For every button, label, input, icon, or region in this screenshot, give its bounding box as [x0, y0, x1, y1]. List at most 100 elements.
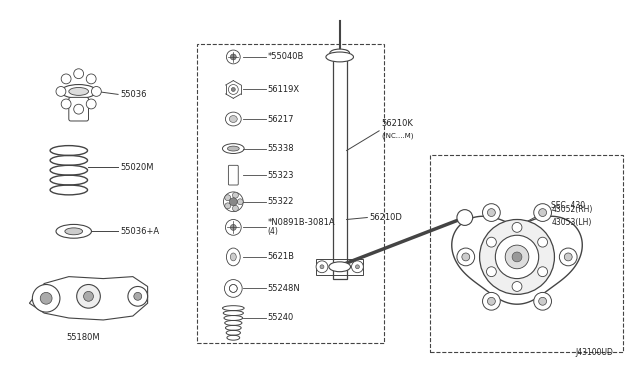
Text: 56210K: 56210K: [381, 119, 413, 128]
Text: 55240: 55240: [268, 314, 294, 323]
Text: 43053(LH): 43053(LH): [552, 218, 592, 227]
Circle shape: [237, 199, 243, 205]
Circle shape: [231, 87, 236, 92]
Text: 55036+A: 55036+A: [120, 227, 159, 236]
Circle shape: [86, 74, 96, 84]
Circle shape: [512, 222, 522, 232]
Circle shape: [74, 104, 84, 114]
Circle shape: [40, 292, 52, 304]
Bar: [316, 259, 364, 275]
Circle shape: [61, 74, 71, 84]
Text: J43100UD: J43100UD: [575, 349, 614, 357]
Ellipse shape: [229, 116, 237, 122]
Circle shape: [33, 285, 60, 312]
Circle shape: [539, 209, 547, 217]
Text: 55322: 55322: [268, 197, 294, 206]
Circle shape: [538, 237, 548, 247]
Circle shape: [534, 292, 552, 310]
Text: 43052(RH): 43052(RH): [552, 205, 593, 214]
Text: SEC. 430: SEC. 430: [552, 201, 586, 210]
Circle shape: [486, 267, 497, 277]
Ellipse shape: [65, 228, 83, 235]
Circle shape: [488, 209, 495, 217]
Text: 56119X: 56119X: [268, 85, 300, 94]
Circle shape: [539, 297, 547, 305]
Ellipse shape: [227, 248, 240, 266]
Circle shape: [92, 87, 101, 96]
Ellipse shape: [330, 49, 349, 57]
Circle shape: [232, 205, 239, 211]
Text: *55040B: *55040B: [268, 52, 304, 61]
Circle shape: [228, 84, 238, 94]
Circle shape: [457, 210, 473, 225]
Circle shape: [77, 285, 100, 308]
Circle shape: [225, 219, 241, 235]
Circle shape: [84, 291, 93, 301]
Text: 56210D: 56210D: [369, 213, 402, 222]
Circle shape: [483, 204, 500, 221]
Circle shape: [227, 50, 240, 64]
Ellipse shape: [326, 52, 353, 62]
Text: 55323: 55323: [268, 171, 294, 180]
Ellipse shape: [69, 87, 88, 95]
Polygon shape: [29, 277, 148, 320]
Circle shape: [512, 282, 522, 291]
Circle shape: [316, 261, 328, 273]
Circle shape: [56, 87, 66, 96]
Circle shape: [483, 292, 500, 310]
Ellipse shape: [230, 253, 236, 261]
Text: 55036: 55036: [120, 90, 147, 99]
Circle shape: [225, 203, 230, 209]
Text: 55020M: 55020M: [120, 163, 154, 172]
Text: 5621B: 5621B: [268, 253, 295, 262]
Bar: [335, 55, 344, 274]
Circle shape: [462, 253, 470, 261]
Circle shape: [86, 99, 96, 109]
Ellipse shape: [223, 144, 244, 154]
Text: (4): (4): [268, 227, 278, 236]
Bar: [197, 44, 384, 343]
Circle shape: [505, 245, 529, 269]
Circle shape: [479, 219, 554, 294]
Text: 56217: 56217: [268, 115, 294, 124]
Text: (INC....M): (INC....M): [381, 133, 413, 139]
Circle shape: [229, 198, 237, 206]
Circle shape: [355, 265, 360, 269]
Circle shape: [559, 248, 577, 266]
Text: *N0891B-3081A: *N0891B-3081A: [268, 218, 335, 227]
Circle shape: [457, 248, 475, 266]
Circle shape: [538, 267, 548, 277]
Ellipse shape: [61, 84, 97, 98]
Circle shape: [486, 237, 497, 247]
Polygon shape: [452, 216, 582, 304]
Circle shape: [134, 292, 141, 300]
Circle shape: [495, 235, 539, 279]
Text: 55338: 55338: [268, 144, 294, 153]
Circle shape: [61, 99, 71, 109]
Text: 55180M: 55180M: [67, 333, 100, 342]
Circle shape: [351, 261, 364, 273]
Circle shape: [230, 224, 236, 230]
Circle shape: [232, 192, 239, 198]
Circle shape: [230, 54, 236, 60]
Ellipse shape: [227, 146, 239, 151]
Ellipse shape: [329, 262, 351, 272]
Circle shape: [320, 265, 324, 269]
Bar: [333, 50, 347, 279]
Circle shape: [223, 192, 243, 212]
Ellipse shape: [225, 112, 241, 126]
Ellipse shape: [56, 224, 92, 238]
Circle shape: [534, 204, 552, 221]
Text: 55248N: 55248N: [268, 284, 301, 293]
Bar: [430, 155, 623, 353]
Circle shape: [74, 69, 84, 78]
FancyBboxPatch shape: [228, 165, 238, 185]
Circle shape: [225, 280, 242, 297]
Circle shape: [564, 253, 572, 261]
FancyBboxPatch shape: [69, 97, 88, 121]
Circle shape: [225, 195, 230, 201]
Circle shape: [229, 285, 237, 292]
Circle shape: [512, 252, 522, 262]
Circle shape: [128, 286, 148, 306]
Circle shape: [488, 297, 495, 305]
